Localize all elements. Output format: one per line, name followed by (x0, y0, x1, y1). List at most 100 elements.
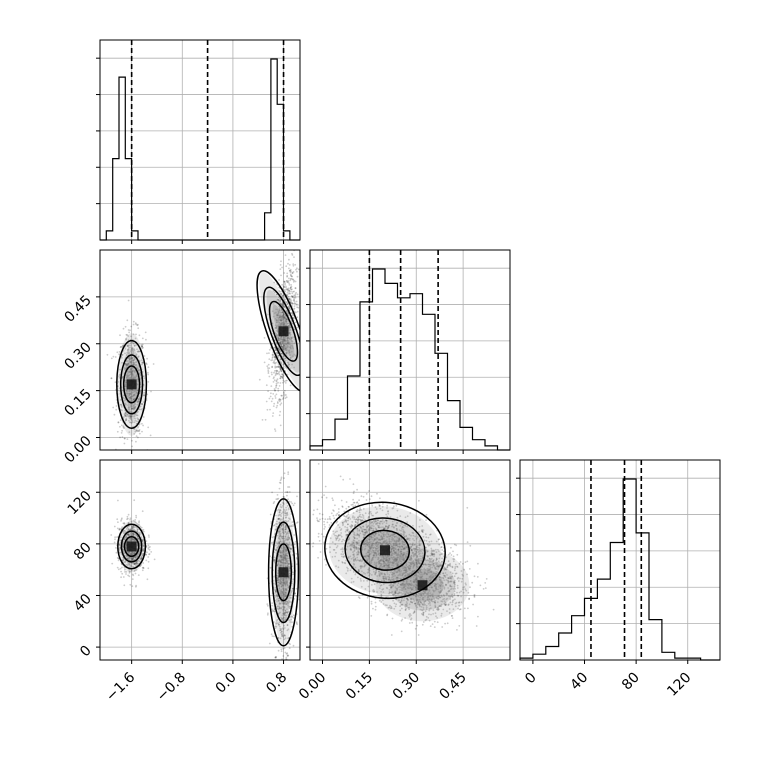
scatter-point (133, 562, 136, 565)
scatter-point (131, 565, 134, 568)
scatter-point (286, 275, 288, 278)
scatter-point (123, 437, 126, 440)
scatter-point (279, 311, 282, 314)
scatter-point (134, 364, 137, 367)
scatter-point (117, 421, 120, 423)
scatter-point (130, 418, 133, 421)
scatter-point (276, 314, 278, 317)
scatter-point (127, 350, 129, 352)
scatter-point (322, 535, 325, 538)
scatter-point (141, 345, 144, 347)
scatter-point (301, 300, 303, 302)
scatter-point (125, 571, 128, 573)
scatter-point (133, 398, 136, 401)
scatter-point (290, 288, 292, 291)
scatter-point (295, 311, 297, 314)
scatter-point (130, 356, 133, 359)
scatter-point (131, 562, 134, 565)
scatter-point (280, 322, 283, 324)
scatter-point (136, 560, 139, 563)
scatter-point (143, 377, 146, 379)
scatter-point (130, 371, 133, 374)
scatter-point (136, 537, 139, 540)
scatter-point (138, 432, 141, 435)
scatter-point (130, 408, 133, 410)
scatter-point (263, 361, 266, 364)
scatter-point (274, 430, 277, 432)
scatter-point (276, 402, 279, 404)
scatter-point (281, 342, 284, 345)
scatter-point (133, 552, 136, 554)
scatter-point (132, 519, 135, 522)
scatter-point (129, 529, 132, 531)
scatter-point (273, 346, 276, 349)
scatter-point (285, 323, 288, 325)
scatter-point (120, 406, 123, 408)
scatter-point (131, 558, 134, 560)
scatter-point (130, 557, 133, 560)
scatter-point (290, 350, 293, 353)
scatter-point (129, 417, 132, 419)
scatter-point (124, 414, 126, 417)
scatter-point (281, 341, 284, 344)
scatter-point (135, 364, 138, 366)
scatter-point (290, 270, 292, 273)
scatter-point (284, 346, 286, 349)
scatter-point (277, 312, 280, 314)
scatter-point (282, 336, 285, 339)
scatter-point (139, 390, 142, 393)
scatter-point (278, 414, 281, 417)
scatter-point (124, 531, 127, 534)
scatter-point (271, 357, 274, 359)
scatter-point (123, 566, 126, 569)
scatter-point (128, 390, 131, 393)
scatter-point (300, 320, 302, 322)
scatter-point (267, 367, 269, 369)
scatter-point (293, 298, 295, 300)
scatter-point (293, 307, 296, 310)
scatter-point (278, 316, 281, 319)
scatter-point (137, 436, 139, 439)
scatter-point (290, 337, 293, 340)
scatter-point (141, 540, 144, 542)
scatter-point (136, 530, 139, 532)
scatter-point (274, 356, 276, 359)
scatter-point (278, 307, 281, 310)
scatter-point (124, 384, 127, 387)
scatter-point (126, 413, 129, 416)
scatter-point (270, 668, 272, 670)
scatter-point (126, 555, 128, 558)
scatter-point (122, 426, 125, 429)
scatter-point (291, 312, 294, 315)
scatter-point (297, 268, 300, 271)
scatter-point (142, 552, 145, 555)
scatter-point (123, 413, 126, 415)
scatter-point (270, 633, 273, 636)
scatter-point (131, 527, 134, 530)
scatter-point (271, 635, 274, 637)
scatter-point (129, 396, 131, 399)
scatter-point (286, 345, 289, 348)
scatter-point (287, 289, 289, 292)
scatter-point (126, 375, 129, 378)
scatter-point (124, 383, 127, 386)
scatter-point (280, 353, 283, 355)
scatter-point (123, 522, 126, 525)
scatter-point (266, 352, 268, 355)
scatter-point (132, 398, 135, 401)
scatter-point (132, 389, 134, 392)
scatter-point (283, 316, 285, 319)
scatter-point (128, 415, 131, 418)
scatter-point (288, 491, 291, 493)
scatter-point (280, 452, 282, 454)
scatter-point (131, 557, 134, 560)
scatter-point (132, 320, 135, 323)
scatter-point (281, 375, 284, 378)
scatter-point (276, 321, 278, 324)
scatter-point (136, 366, 139, 368)
scatter-point (281, 338, 283, 341)
scatter-point (285, 351, 288, 354)
scatter-point (127, 406, 130, 408)
scatter-point (274, 332, 277, 335)
scatter-point (291, 295, 294, 298)
